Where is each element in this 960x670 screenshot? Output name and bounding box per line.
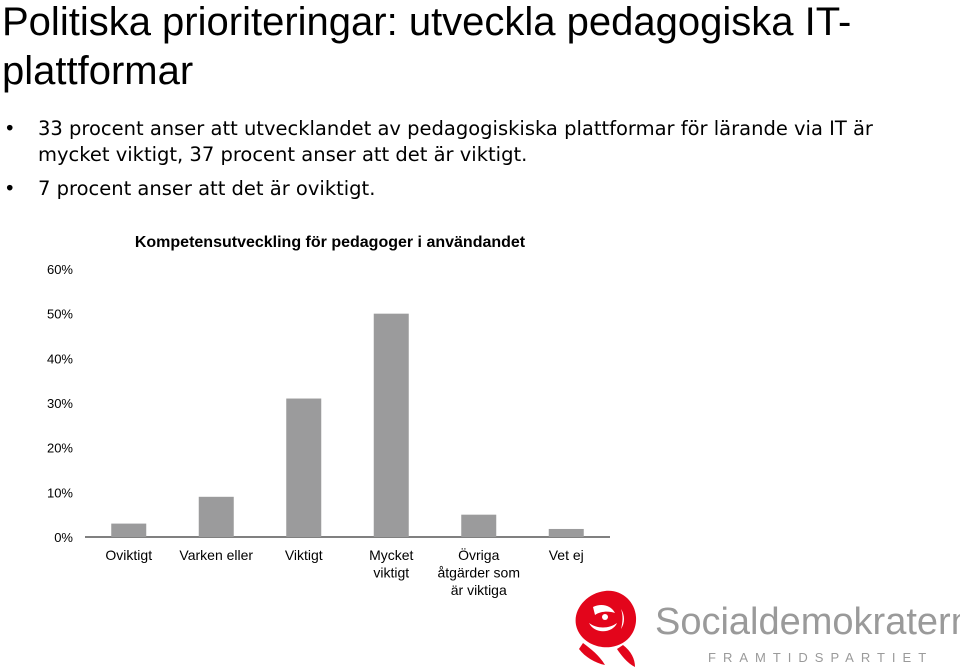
bullet-dot-icon: •: [4, 177, 16, 200]
rose-icon: [575, 590, 637, 667]
page-title: Politiska prioriteringar: utveckla pedag…: [2, 0, 852, 93]
y-tick-label: 0%: [54, 530, 73, 545]
bar: [286, 398, 322, 537]
y-axis-ticks: 0% 10% 20% 30% 40% 50% 60%: [47, 262, 73, 545]
logo-tagline: FRAMTIDSPARTIET: [708, 650, 934, 665]
y-tick-label: 30%: [47, 396, 73, 411]
bullet-list: • 33 procent anser att utvecklandet av pe…: [0, 116, 950, 210]
bar: [461, 514, 497, 537]
x-tick-label: Viktigt: [285, 547, 323, 563]
x-tick-label: Vet ej: [549, 547, 584, 563]
y-tick-label: 50%: [47, 307, 73, 322]
x-axis-labels: Oviktigt Varken eller Viktigt Mycket viktigt…: [105, 546, 583, 598]
x-tick-label: Varken eller: [179, 547, 253, 563]
y-tick-label: 40%: [47, 351, 73, 366]
bar-chart: Kompetensutveckling för pedagoger i anvä…: [47, 234, 610, 598]
bullet-dot-icon: •: [4, 117, 16, 140]
bar: [111, 523, 147, 537]
bar: [373, 313, 409, 537]
logo-wordmark: Socialdemokraterna: [655, 601, 960, 643]
bars: [111, 313, 584, 537]
bullet-item: • 33 procent anser att utvecklandet av pe…: [0, 116, 950, 168]
bullet-text: 33 procent anser att utvecklandet av ped…: [38, 117, 873, 166]
bullet-text: 7 procent anser att det är oviktigt.: [38, 177, 376, 200]
x-tick-label: Oviktigt: [105, 547, 152, 563]
bar: [548, 528, 584, 537]
party-logo: Socialdemokraterna FRAMTIDSPARTIET: [565, 585, 960, 670]
bar: [198, 496, 234, 537]
y-tick-label: 10%: [47, 485, 73, 500]
bullet-item: • 7 procent anser att det är oviktigt.: [0, 176, 950, 202]
chart-title: Kompetensutveckling för pedagoger i anvä…: [135, 234, 526, 251]
x-tick-label: Övriga åtgärder som är viktiga: [438, 546, 520, 598]
x-tick-label: Mycket viktigt: [369, 547, 413, 581]
y-tick-label: 20%: [47, 441, 73, 456]
y-tick-label: 60%: [47, 262, 73, 277]
